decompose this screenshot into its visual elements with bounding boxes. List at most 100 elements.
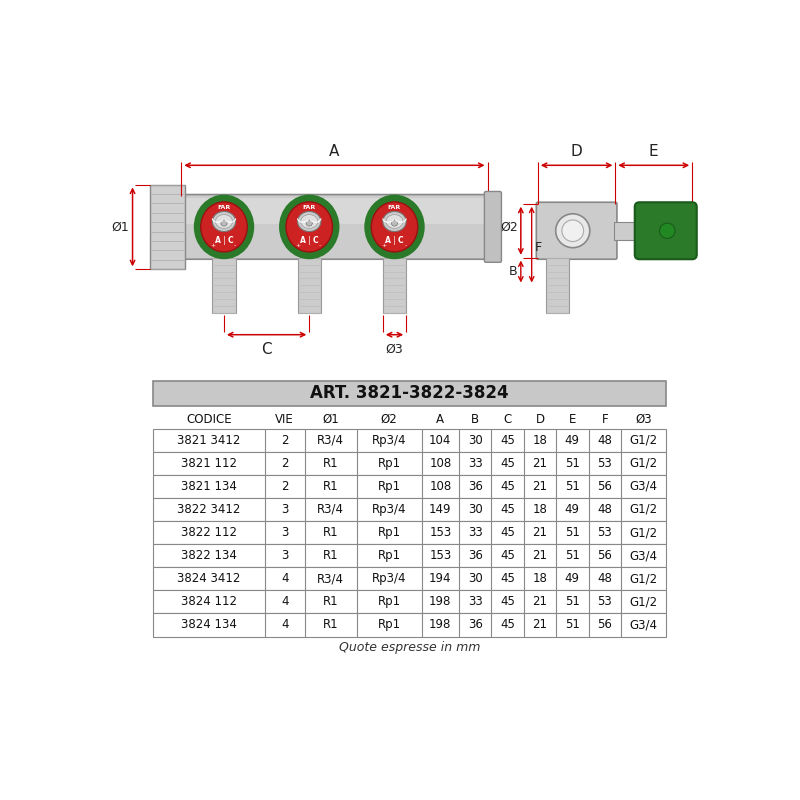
Bar	[383, 258, 406, 313]
Text: 45: 45	[500, 480, 515, 493]
Ellipse shape	[281, 196, 338, 258]
Text: 53: 53	[598, 595, 612, 608]
Text: |: |	[222, 236, 226, 246]
Text: 33: 33	[468, 526, 482, 539]
Text: G1/2: G1/2	[630, 572, 658, 586]
Text: 21: 21	[533, 595, 547, 608]
Ellipse shape	[286, 202, 333, 252]
Bar	[153, 475, 666, 498]
Text: B: B	[509, 265, 518, 278]
Text: 104: 104	[429, 434, 451, 446]
Text: 108: 108	[430, 480, 451, 493]
Text: 21: 21	[533, 457, 547, 470]
Text: 4: 4	[281, 572, 289, 586]
Text: FAR: FAR	[388, 205, 401, 210]
Bar	[183, 198, 486, 224]
Text: Ø2: Ø2	[500, 221, 518, 234]
Text: Ø2: Ø2	[381, 413, 398, 426]
Text: R1: R1	[323, 480, 338, 493]
Text: C: C	[227, 236, 233, 246]
Text: 36: 36	[468, 549, 482, 562]
Text: 153: 153	[430, 526, 451, 539]
Text: R1: R1	[323, 618, 338, 631]
Text: 45: 45	[500, 572, 515, 586]
Text: G3/4: G3/4	[630, 549, 658, 562]
Text: 45: 45	[500, 457, 515, 470]
Text: 33: 33	[468, 457, 482, 470]
Text: Rp1: Rp1	[378, 526, 401, 539]
Text: 21: 21	[533, 526, 547, 539]
Text: +: +	[210, 243, 216, 248]
Text: 45: 45	[500, 434, 515, 446]
Circle shape	[562, 220, 584, 242]
Text: Rp1: Rp1	[378, 618, 401, 631]
Text: FAR: FAR	[302, 205, 316, 210]
Circle shape	[659, 223, 675, 238]
Text: 45: 45	[500, 618, 515, 631]
Ellipse shape	[298, 211, 321, 231]
Text: 45: 45	[500, 549, 515, 562]
Ellipse shape	[383, 211, 406, 231]
Text: 3: 3	[281, 549, 288, 562]
Text: -: -	[234, 243, 236, 248]
Text: ART. 3821-3822-3824: ART. 3821-3822-3824	[310, 384, 509, 402]
Text: 3822 134: 3822 134	[181, 549, 237, 562]
Text: 56: 56	[598, 480, 612, 493]
Text: 21: 21	[533, 618, 547, 631]
Text: 36: 36	[468, 480, 482, 493]
Text: G1/2: G1/2	[630, 434, 658, 446]
Circle shape	[556, 214, 590, 248]
Text: G3/4: G3/4	[630, 618, 658, 631]
Bar	[614, 222, 672, 240]
Text: R1: R1	[323, 595, 338, 608]
Text: 2: 2	[281, 434, 289, 446]
FancyBboxPatch shape	[634, 202, 697, 259]
Ellipse shape	[212, 211, 236, 231]
Bar	[153, 498, 666, 521]
Text: E: E	[649, 144, 658, 159]
Text: -: -	[404, 243, 406, 248]
Ellipse shape	[215, 214, 233, 229]
Text: G1/2: G1/2	[630, 503, 658, 516]
Text: 48: 48	[598, 503, 612, 516]
Text: R3/4: R3/4	[318, 572, 344, 586]
Text: 51: 51	[565, 618, 580, 631]
Text: |: |	[393, 236, 396, 246]
Text: R3/4: R3/4	[318, 434, 344, 446]
Bar	[153, 614, 666, 637]
Circle shape	[306, 220, 312, 226]
Text: FAR: FAR	[218, 205, 230, 210]
Bar	[298, 258, 321, 313]
Text: -: -	[319, 243, 322, 248]
Ellipse shape	[386, 214, 403, 229]
Text: C: C	[503, 413, 512, 426]
Text: G1/2: G1/2	[630, 457, 658, 470]
Text: 51: 51	[565, 595, 580, 608]
Text: 3821 3412: 3821 3412	[177, 434, 241, 446]
Text: 3824 134: 3824 134	[181, 618, 237, 631]
Text: 153: 153	[430, 549, 451, 562]
Text: 49: 49	[565, 572, 580, 586]
Ellipse shape	[301, 214, 318, 229]
Bar	[153, 521, 666, 544]
Text: Rp3/4: Rp3/4	[372, 572, 406, 586]
Text: |: |	[308, 236, 310, 246]
Bar	[150, 185, 186, 270]
Text: 51: 51	[565, 457, 580, 470]
Text: 4: 4	[281, 595, 289, 608]
Text: +: +	[296, 243, 301, 248]
Text: 198: 198	[429, 618, 451, 631]
Text: 3822 3412: 3822 3412	[177, 503, 241, 516]
Text: Rp1: Rp1	[378, 457, 401, 470]
Text: 56: 56	[598, 618, 612, 631]
Text: 30: 30	[468, 572, 482, 586]
Text: F: F	[602, 413, 608, 426]
Text: D: D	[535, 413, 545, 426]
Text: D: D	[570, 144, 582, 159]
Text: 30: 30	[468, 503, 482, 516]
Text: 3: 3	[281, 526, 288, 539]
Text: R3/4: R3/4	[318, 503, 344, 516]
Text: Ø1: Ø1	[322, 413, 339, 426]
Text: 18: 18	[533, 434, 547, 446]
Bar	[546, 258, 569, 313]
